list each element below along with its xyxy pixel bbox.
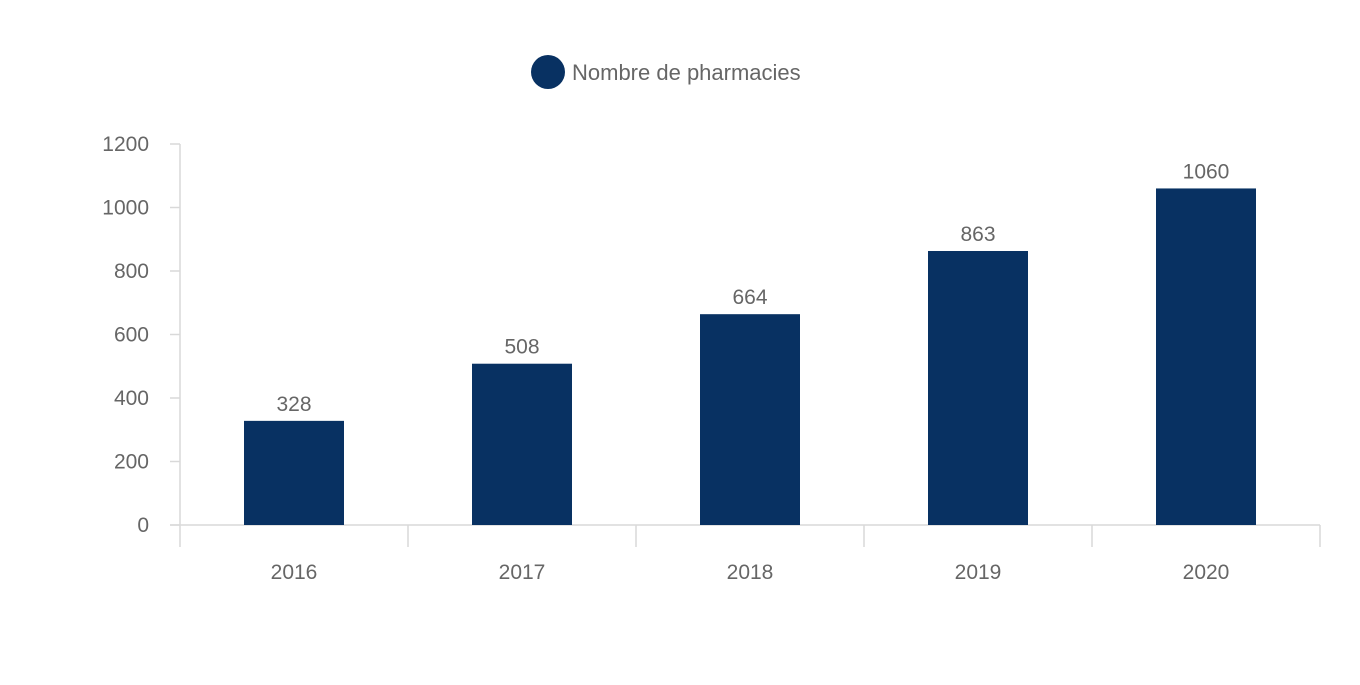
x-tick-label: 2020 <box>1183 561 1230 584</box>
bar-2020[interactable] <box>1156 188 1256 525</box>
x-tick-label: 2019 <box>955 561 1002 584</box>
y-tick-label: 200 <box>114 451 149 474</box>
y-tick-label: 800 <box>114 260 149 283</box>
y-axis: 0 200 400 600 800 1000 1200 <box>102 133 181 547</box>
data-label-2018: 664 <box>732 286 767 309</box>
y-tick-label: 1000 <box>102 197 149 220</box>
bar-2017[interactable] <box>472 363 572 525</box>
data-label-2016: 328 <box>276 393 311 416</box>
x-axis: 2016 2017 2018 2019 2020 <box>170 524 1321 584</box>
data-label-2017: 508 <box>504 336 539 359</box>
legend[interactable]: Nombre de pharmacies <box>531 55 801 89</box>
y-tick-label: 0 <box>137 514 149 537</box>
bars <box>244 188 1256 525</box>
x-tick-label: 2017 <box>499 561 546 584</box>
legend-label: Nombre de pharmacies <box>572 60 801 85</box>
bar-2018[interactable] <box>700 314 800 525</box>
bar-2016[interactable] <box>244 420 344 525</box>
data-label-2019: 863 <box>960 223 995 246</box>
y-tick-label: 1200 <box>102 133 149 156</box>
data-label-2020: 1060 <box>1183 160 1230 183</box>
x-tick-label: 2018 <box>727 561 774 584</box>
x-tick-label: 2016 <box>271 561 318 584</box>
y-tick-label: 400 <box>114 387 149 410</box>
y-tick-label: 600 <box>114 324 149 347</box>
bar-2019[interactable] <box>928 250 1028 525</box>
data-labels: 328 508 664 863 1060 <box>276 160 1229 415</box>
legend-marker <box>531 55 565 89</box>
